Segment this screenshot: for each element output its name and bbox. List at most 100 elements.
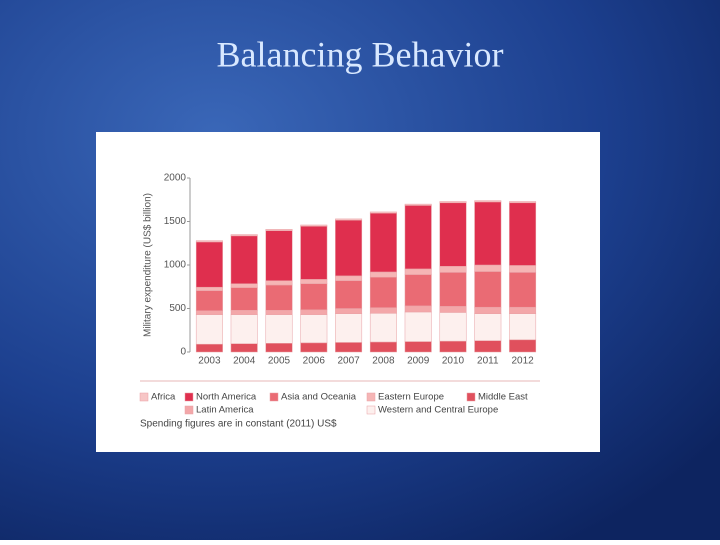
bar-segment: [404, 311, 432, 342]
x-tick-label: 2010: [442, 356, 465, 367]
bar-segment: [439, 272, 467, 307]
y-tick-label: 1500: [164, 216, 187, 227]
bar-segment: [195, 241, 223, 288]
bar-segment: [265, 230, 293, 281]
bar-segment: [230, 283, 258, 288]
note: Spending figures are in constant (2011) …: [140, 419, 337, 430]
bar-segment: [195, 240, 223, 243]
bar-segment: [404, 205, 432, 270]
bar-segment: [369, 307, 397, 314]
bar-segment: [300, 283, 328, 311]
bar-segment: [335, 280, 363, 309]
bar-segment: [404, 268, 432, 275]
bar-segment: [300, 342, 328, 353]
x-tick-label: 2008: [372, 356, 395, 367]
bar-segment: [474, 264, 502, 272]
bar-segment: [404, 203, 432, 206]
bar-segment: [195, 310, 223, 315]
bar-segment: [474, 201, 502, 266]
bar-segment: [300, 279, 328, 284]
bar-segment: [509, 306, 537, 314]
bar-segment: [474, 313, 502, 341]
bar-segment: [335, 275, 363, 281]
x-tick-label: 2005: [268, 356, 291, 367]
bar-segment: [509, 313, 537, 341]
bar-segment: [509, 202, 537, 266]
bar-segment: [300, 224, 328, 227]
x-tick-label: 2007: [337, 356, 360, 367]
legend-swatch: [184, 392, 194, 402]
bar-segment: [335, 342, 363, 353]
bar-segment: [474, 200, 502, 203]
bar-segment: [439, 266, 467, 273]
bar-segment: [439, 202, 467, 267]
bar-segment: [230, 314, 258, 344]
x-tick-label: 2003: [198, 356, 221, 367]
legend-label: Eastern Europe: [378, 392, 444, 403]
bar-segment: [230, 343, 258, 353]
bar-segment: [230, 234, 258, 237]
bar-segment: [265, 280, 293, 286]
legend-swatch: [184, 405, 194, 415]
y-tick-label: 0: [180, 347, 186, 358]
x-tick-label: 2009: [407, 356, 430, 367]
legend-label: Western and Central Europe: [378, 405, 498, 416]
bar-segment: [265, 314, 293, 344]
bar-segment: [369, 211, 397, 214]
bar-segment: [404, 305, 432, 313]
bar-segment: [195, 314, 223, 345]
bar-segment: [369, 276, 397, 308]
x-tick-label: 2012: [511, 356, 534, 367]
bar-segment: [230, 235, 258, 284]
bar-segment: [369, 271, 397, 278]
bar-segment: [369, 313, 397, 343]
bar-segment: [474, 306, 502, 314]
bar-segment: [265, 309, 293, 315]
bar-segment: [300, 226, 328, 280]
x-tick-label: 2006: [303, 356, 326, 367]
bar-segment: [335, 219, 363, 277]
legend-label: Asia and Oceania: [281, 392, 357, 403]
bar-segment: [300, 314, 328, 344]
bar-segment: [439, 340, 467, 353]
bar-segment: [265, 343, 293, 353]
legend-label: Latin America: [196, 405, 254, 416]
x-tick-label: 2011: [477, 356, 499, 367]
legend-swatch: [366, 405, 376, 415]
bar-segment: [404, 274, 432, 307]
bar-segment: [509, 265, 537, 273]
legend-label: North America: [196, 392, 257, 403]
y-tick-label: 1000: [164, 260, 187, 271]
bar-segment: [474, 271, 502, 308]
bar-segment: [335, 218, 363, 221]
bar-segment: [335, 313, 363, 343]
legend-swatch: [466, 392, 476, 402]
bar-segment: [439, 312, 467, 342]
legend-label: Africa: [151, 392, 176, 403]
bar-segment: [195, 343, 223, 353]
bar-segment: [509, 339, 537, 353]
y-tick-label: 500: [169, 303, 186, 314]
legend-swatch: [269, 392, 279, 402]
bar-segment: [195, 290, 223, 311]
legend-swatch: [366, 392, 376, 402]
bar-segment: [230, 287, 258, 311]
bar-segment: [509, 272, 537, 308]
y-axis-label: Military expenditure (US$ billion): [143, 193, 154, 337]
bar-segment: [439, 201, 467, 204]
bar-segment: [439, 306, 467, 313]
y-tick-label: 2000: [164, 173, 187, 184]
slide-title: Balancing Behavior: [217, 34, 504, 74]
bar-segment: [230, 309, 258, 315]
bar-segment: [509, 201, 537, 204]
legend-label: Middle East: [478, 392, 528, 403]
legend-swatch: [139, 392, 149, 402]
bar-segment: [300, 309, 328, 315]
bar-segment: [369, 212, 397, 273]
bar-segment: [369, 341, 397, 353]
bar-segment: [474, 340, 502, 353]
x-tick-label: 2004: [233, 356, 256, 367]
bar-segment: [335, 308, 363, 314]
